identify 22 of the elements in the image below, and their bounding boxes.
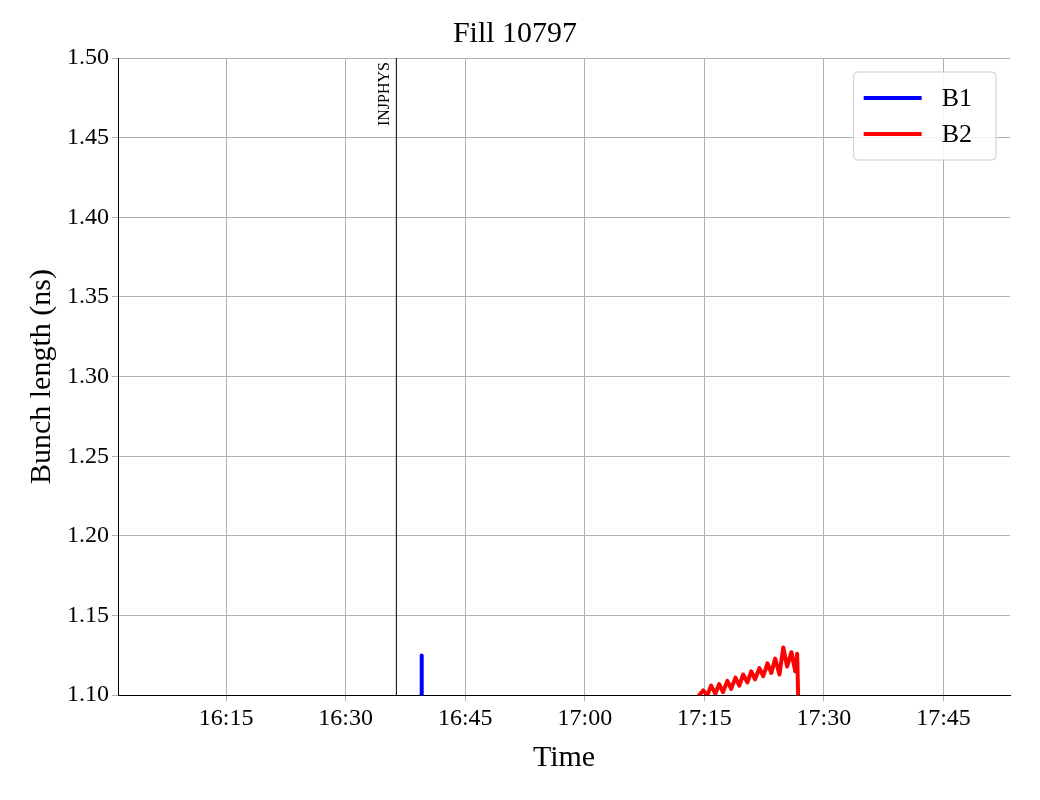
ref-line-label: INJPHYS <box>374 62 392 127</box>
y-tick-label: 1.20 <box>67 521 109 548</box>
x-tick-label: 16:45 <box>437 703 493 730</box>
legend-label: B1 <box>941 82 972 112</box>
legend-label: B2 <box>941 118 972 148</box>
y-tick-label: 1.50 <box>67 43 109 70</box>
x-tick-label: 17:30 <box>796 703 852 730</box>
x-tick-label: 16:15 <box>198 703 254 730</box>
y-tick-label: 1.35 <box>67 282 109 309</box>
x-tick-label: 16:30 <box>318 703 373 730</box>
x-tick-label: 17:00 <box>557 703 613 730</box>
y-tick-label: 1.30 <box>67 361 109 388</box>
x-tick-label: 17:45 <box>916 703 971 730</box>
x-tick-label: 17:15 <box>677 703 732 730</box>
y-tick-label: 1.25 <box>67 441 109 468</box>
y-axis-title: Bunch length (ns) <box>22 269 57 485</box>
chart-title: Fill 10797 <box>452 14 578 48</box>
y-tick-label: 1.40 <box>67 202 109 229</box>
x-axis-title: Time <box>532 738 596 772</box>
y-tick-label: 1.15 <box>67 600 109 627</box>
y-tick-label: 1.45 <box>67 122 109 149</box>
y-tick-label: 1.10 <box>67 680 109 707</box>
